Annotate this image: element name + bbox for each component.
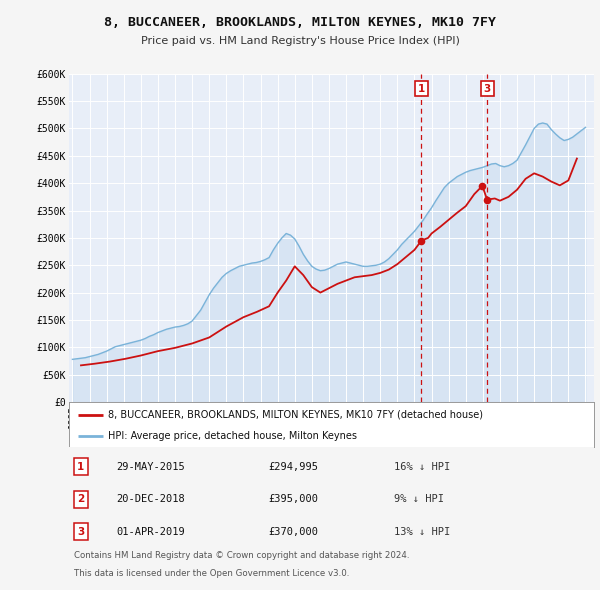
Text: 13% ↓ HPI: 13% ↓ HPI: [395, 527, 451, 537]
Text: 3: 3: [484, 84, 491, 94]
Text: 3: 3: [77, 527, 84, 537]
Text: 1: 1: [418, 84, 425, 94]
Text: 01-APR-2019: 01-APR-2019: [116, 527, 185, 537]
Text: Contains HM Land Registry data © Crown copyright and database right 2024.: Contains HM Land Registry data © Crown c…: [74, 551, 410, 560]
Text: 9% ↓ HPI: 9% ↓ HPI: [395, 494, 445, 504]
Text: 1: 1: [77, 462, 84, 472]
Text: This data is licensed under the Open Government Licence v3.0.: This data is licensed under the Open Gov…: [74, 569, 350, 578]
Text: HPI: Average price, detached house, Milton Keynes: HPI: Average price, detached house, Milt…: [109, 431, 358, 441]
Text: 16% ↓ HPI: 16% ↓ HPI: [395, 462, 451, 472]
Text: 8, BUCCANEER, BROOKLANDS, MILTON KEYNES, MK10 7FY (detached house): 8, BUCCANEER, BROOKLANDS, MILTON KEYNES,…: [109, 409, 484, 419]
Text: £395,000: £395,000: [269, 494, 319, 504]
Text: £370,000: £370,000: [269, 527, 319, 537]
Text: £294,995: £294,995: [269, 462, 319, 472]
Text: Price paid vs. HM Land Registry's House Price Index (HPI): Price paid vs. HM Land Registry's House …: [140, 37, 460, 46]
Text: 2: 2: [77, 494, 84, 504]
Text: 20-DEC-2018: 20-DEC-2018: [116, 494, 185, 504]
Text: 8, BUCCANEER, BROOKLANDS, MILTON KEYNES, MK10 7FY: 8, BUCCANEER, BROOKLANDS, MILTON KEYNES,…: [104, 16, 496, 29]
Text: 29-MAY-2015: 29-MAY-2015: [116, 462, 185, 472]
